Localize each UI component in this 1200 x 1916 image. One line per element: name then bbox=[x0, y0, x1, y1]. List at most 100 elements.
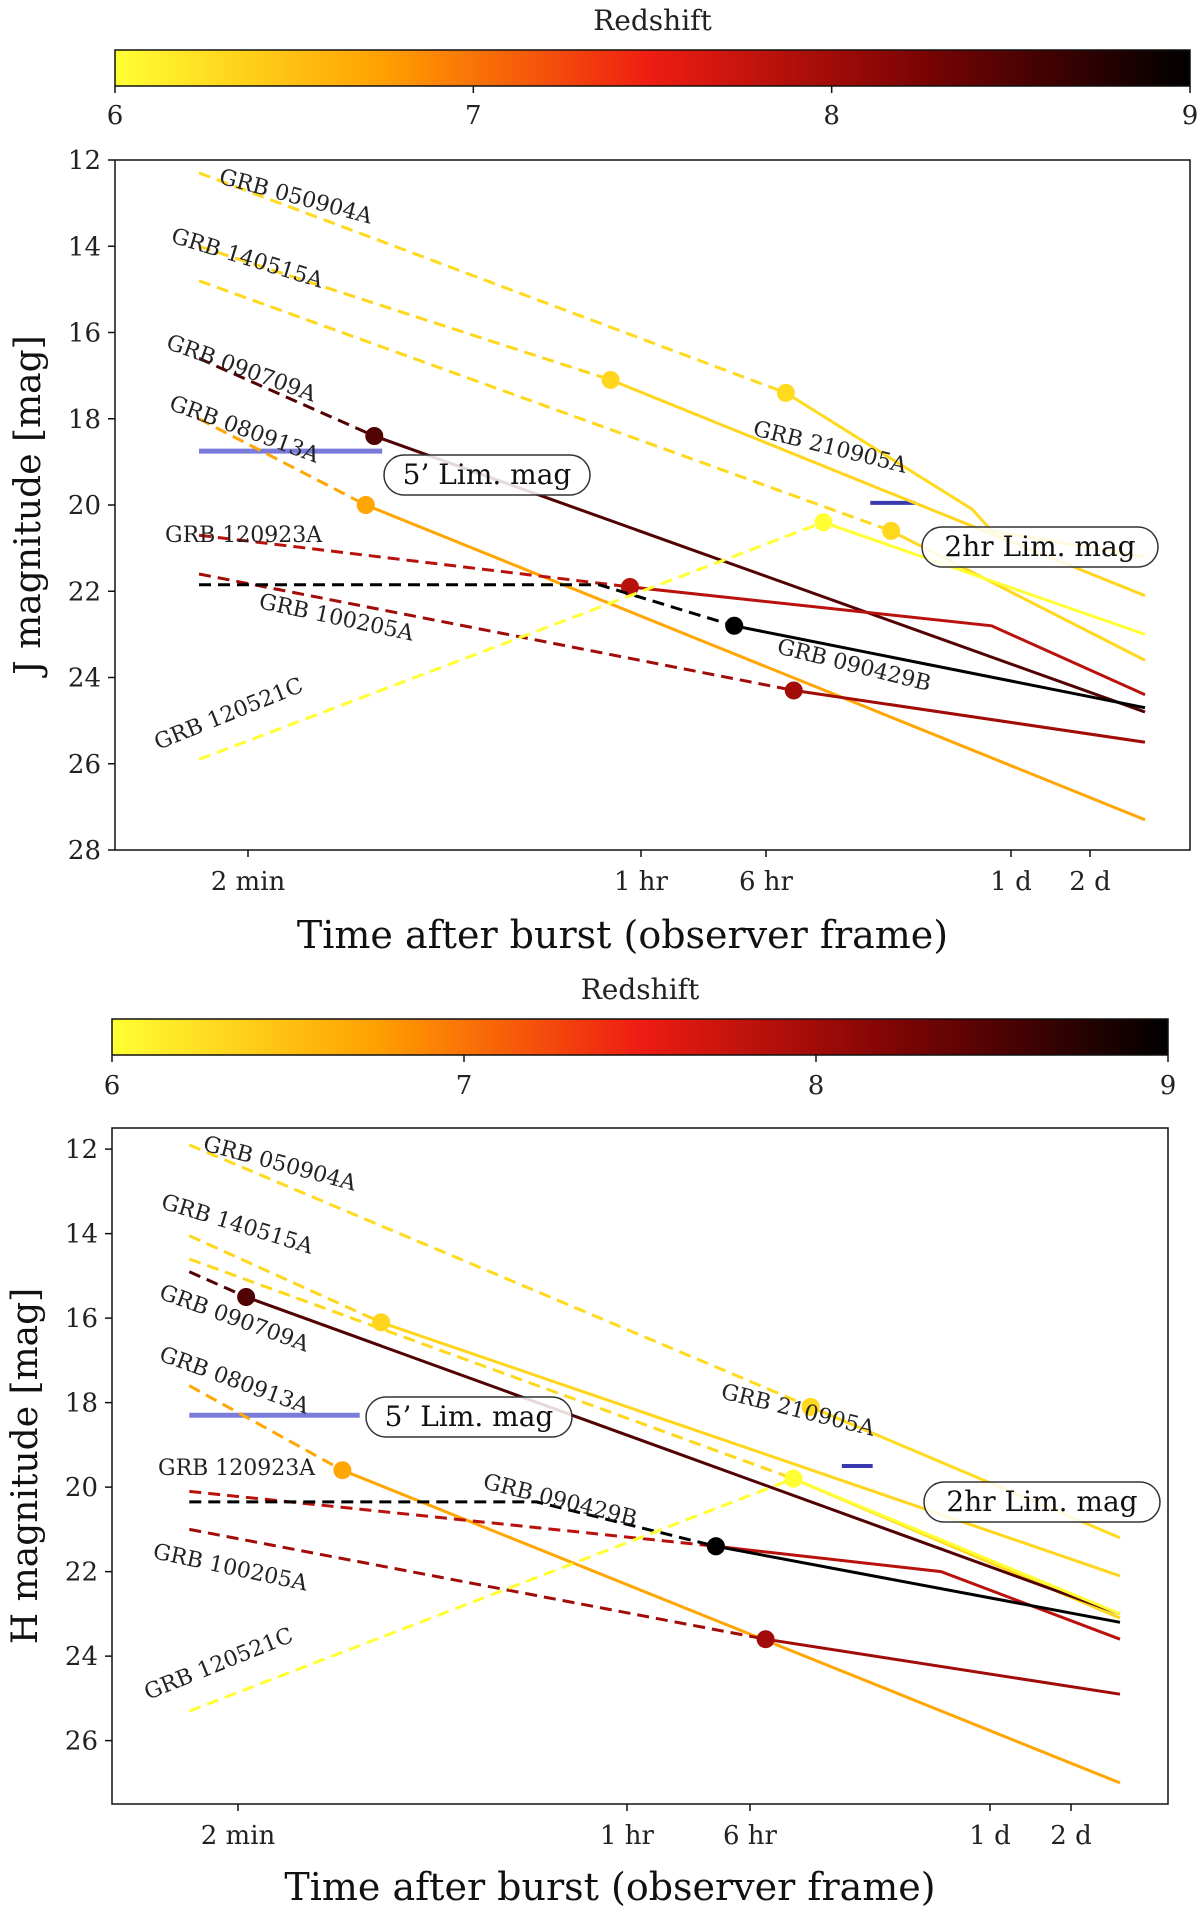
colorbar-tick-label: 8 bbox=[808, 1071, 825, 1101]
series-marker bbox=[725, 616, 744, 635]
series-solid-grb-120521c bbox=[822, 520, 1146, 636]
series-label: GRB 120923A bbox=[165, 523, 323, 548]
x-tick-label: 1 d bbox=[969, 1821, 1010, 1851]
series-dashed-grb-090709a bbox=[198, 357, 375, 438]
series-solid-grb-090429b bbox=[733, 624, 1146, 710]
series-solid-grb-080913a bbox=[341, 1468, 1121, 1785]
series-dashed-grb-120923a bbox=[189, 1489, 717, 1548]
series-label: GRB 100205A bbox=[257, 589, 417, 646]
series-marker bbox=[756, 1630, 775, 1649]
series-label: GRB 120923A bbox=[158, 1456, 316, 1481]
colorbar bbox=[114, 49, 1191, 87]
limit-label-box bbox=[923, 1481, 1161, 1523]
y-tick-label: 26 bbox=[65, 1727, 98, 1757]
colorbar-title: Redshift bbox=[581, 973, 700, 1006]
series-marker bbox=[784, 681, 803, 700]
series-marker bbox=[372, 1313, 391, 1332]
colorbar-tick-label: 7 bbox=[465, 101, 482, 131]
series-dashed-grb-080913a bbox=[198, 417, 367, 507]
y-tick-label: 12 bbox=[65, 1135, 98, 1165]
series-dashed-grb-090709a bbox=[188, 1270, 247, 1299]
series-solid-grb-090709a bbox=[245, 1295, 1121, 1616]
x-tick-label: 6 hr bbox=[739, 867, 794, 897]
series-dashed-grb-120521c bbox=[188, 1477, 794, 1713]
panel-top: Redshift 6 7 8 9 12 14 16 18 20 22 24 26 28 2 min 1 hr 6… bbox=[8, 4, 1198, 957]
series-solid-grb-080913a bbox=[365, 503, 1146, 822]
series-marker bbox=[601, 370, 620, 389]
y-tick-label: 22 bbox=[68, 577, 101, 607]
colorbar-tick-label: 6 bbox=[107, 101, 124, 131]
limit-label-box bbox=[365, 1396, 573, 1438]
series-label: GRB 210905A bbox=[719, 1380, 879, 1443]
y-tick-label: 12 bbox=[68, 146, 101, 176]
series-dashed-grb-050904a bbox=[198, 171, 787, 395]
series-marker bbox=[882, 521, 901, 540]
colorbar-title: Redshift bbox=[593, 4, 712, 37]
y-tick-label: 16 bbox=[68, 319, 101, 349]
series-marker bbox=[784, 1469, 803, 1488]
x-axis-label: Time after burst (observer frame) bbox=[297, 913, 948, 957]
x-tick-label: 2 min bbox=[211, 867, 286, 897]
x-tick-label: 2 d bbox=[1069, 867, 1110, 897]
x-tick-label: 2 d bbox=[1050, 1821, 1091, 1851]
x-tick-label: 2 min bbox=[201, 1821, 276, 1851]
series-marker bbox=[365, 427, 384, 445]
x-axis-label: Time after burst (observer frame) bbox=[284, 1865, 935, 1909]
limit-label: 5’ Lim. mag bbox=[403, 458, 572, 491]
y-tick-label: 20 bbox=[68, 491, 101, 521]
colorbar-tick-label: 8 bbox=[823, 101, 840, 131]
x-tick-label: 1 hr bbox=[614, 867, 669, 897]
series-marker bbox=[776, 383, 795, 402]
colorbar-tick-label: 9 bbox=[1160, 1071, 1177, 1101]
x-tick-label: 1 hr bbox=[600, 1821, 655, 1851]
series-solid-grb-100205a bbox=[793, 688, 1146, 744]
series-group bbox=[198, 171, 1146, 822]
y-axis-label: H magnitude [mag] bbox=[5, 1288, 46, 1644]
series-label: GRB 050904A bbox=[216, 165, 375, 230]
series-dashed-grb-140515a bbox=[198, 244, 612, 382]
series-dashed-grb-210905a bbox=[188, 1257, 794, 1481]
series-dashed-grb-140515a bbox=[188, 1234, 382, 1324]
series-marker bbox=[237, 1288, 256, 1306]
series-marker bbox=[801, 1397, 820, 1416]
series-label: GRB 120521C bbox=[151, 673, 307, 755]
limit-label-box bbox=[383, 454, 591, 496]
series-solid-grb-140515a bbox=[380, 1320, 1121, 1578]
series-dashed-grb-090429b bbox=[189, 1500, 717, 1548]
colorbar-tick-label: 6 bbox=[104, 1071, 121, 1101]
series-label: GRB 050904A bbox=[200, 1132, 359, 1197]
colorbar-tick-label: 9 bbox=[1182, 101, 1199, 131]
y-tick-label: 24 bbox=[65, 1642, 98, 1672]
y-tick-label: 28 bbox=[68, 836, 101, 866]
y-tick-label: 24 bbox=[68, 664, 101, 694]
limit-label: 2hr Lim. mag bbox=[944, 530, 1135, 563]
series-dashed-grb-100205a bbox=[198, 572, 794, 692]
y-tick-label: 22 bbox=[65, 1558, 98, 1588]
series-dashed-grb-050904a bbox=[188, 1143, 812, 1409]
y-axis-label: J magnitude [mag] bbox=[8, 335, 49, 678]
plot-frame bbox=[111, 1127, 1169, 1805]
y-tick-label: 18 bbox=[65, 1389, 98, 1419]
y-tick-label: 20 bbox=[65, 1473, 98, 1503]
y-tick-label: 14 bbox=[68, 232, 101, 262]
series-label: GRB 120521C bbox=[141, 1623, 297, 1705]
series-marker bbox=[706, 1537, 725, 1556]
series-marker bbox=[814, 513, 833, 532]
series-solid-grb-120923a bbox=[629, 585, 1146, 697]
series-label: GRB 140515A bbox=[158, 1190, 317, 1260]
series-solid-grb-120923a bbox=[715, 1544, 1121, 1641]
limit-label: 5’ Lim. mag bbox=[385, 1400, 554, 1433]
series-dashed-grb-120521c bbox=[198, 520, 824, 761]
y-tick-label: 26 bbox=[68, 750, 101, 780]
panel-bottom: Redshift 6 7 8 9 12 14 16 18 20 22 24 26 2 min 1 hr 6 h… bbox=[5, 973, 1176, 1909]
y-tick-label: 14 bbox=[65, 1220, 98, 1250]
limit-label-box bbox=[921, 526, 1159, 568]
series-solid-grb-100205a bbox=[765, 1637, 1121, 1696]
series-label: GRB 140515A bbox=[168, 224, 327, 294]
series-marker bbox=[356, 496, 375, 514]
series-solid-grb-120521c bbox=[792, 1477, 1121, 1616]
series-solid-grb-090429b bbox=[715, 1544, 1121, 1624]
series-dashed-grb-080913a bbox=[188, 1384, 344, 1472]
x-tick-label: 6 hr bbox=[723, 1821, 778, 1851]
